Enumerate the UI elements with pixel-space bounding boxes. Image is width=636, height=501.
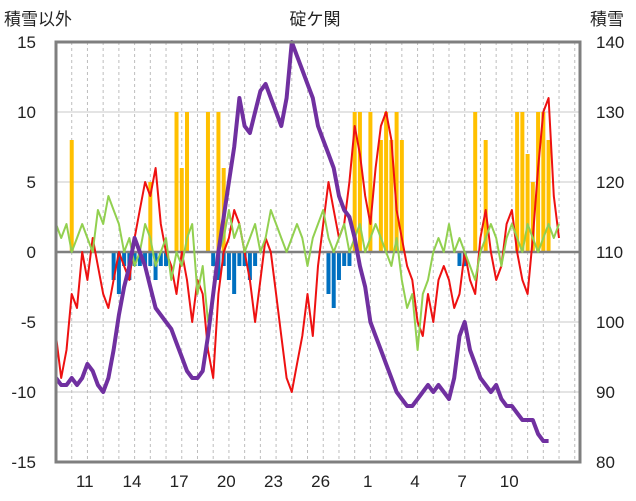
y-right-tick-label: 140 <box>596 33 624 52</box>
bar-series <box>69 112 551 308</box>
x-tick-label: 1 <box>363 472 372 491</box>
chart-title: 碇ケ関 <box>290 10 341 29</box>
orange-bar <box>541 112 546 252</box>
line-series <box>54 40 560 443</box>
orange-bar <box>352 112 357 252</box>
blue-bar <box>158 252 163 266</box>
red-series-line <box>55 97 560 393</box>
orange-bar <box>546 140 551 252</box>
y-left-tick-label: -5 <box>21 313 36 332</box>
x-tick-label: 10 <box>500 472 519 491</box>
x-tick-label: 20 <box>217 472 236 491</box>
blue-bar <box>247 252 252 280</box>
x-tick-label: 11 <box>76 472 94 491</box>
orange-bar <box>389 140 394 252</box>
x-axis-ticks: 11 14 17 20 23 26 1 4 7 10 <box>76 472 519 491</box>
purple-series-line <box>54 40 549 443</box>
blue-bar <box>226 252 231 280</box>
orange-bar <box>205 112 210 252</box>
x-tick-label: 7 <box>457 472 466 491</box>
orange-bar <box>394 112 399 252</box>
y-right-tick-label: 130 <box>596 103 624 122</box>
blue-bar <box>148 252 153 266</box>
blue-bar <box>342 252 347 266</box>
y-left-tick-label: 10 <box>17 103 36 122</box>
orange-bar <box>69 140 74 252</box>
orange-bar <box>357 112 362 252</box>
x-tick-label: 26 <box>311 472 330 491</box>
orange-bar <box>473 112 478 252</box>
blue-bar <box>132 252 137 266</box>
y-right-tick-label: 120 <box>596 173 624 192</box>
y-axis-left-ticks: 15 10 5 0 -5 -10 -15 <box>11 33 36 472</box>
orange-bar <box>174 112 179 252</box>
y-left-tick-label: 5 <box>27 173 36 192</box>
x-tick-label: 14 <box>123 472 142 491</box>
blue-bar <box>457 252 462 266</box>
orange-bar <box>378 140 383 252</box>
orange-bar <box>515 112 520 252</box>
orange-bar <box>520 112 525 252</box>
blue-bar <box>111 252 116 280</box>
orange-bar <box>536 112 541 252</box>
orange-bar <box>530 182 535 252</box>
blue-bar <box>164 252 169 266</box>
y-right-tick-label: 90 <box>596 383 615 402</box>
y-axis-right-label: 積雪 <box>590 10 624 29</box>
blue-bar <box>331 252 336 308</box>
x-tick-label: 17 <box>170 472 189 491</box>
y-right-tick-label: 100 <box>596 313 624 332</box>
blue-bar <box>232 252 237 294</box>
y-axis-right-ticks: 140 130 120 110 100 90 80 <box>596 33 624 472</box>
y-right-tick-label: 110 <box>596 243 623 262</box>
blue-bar <box>253 252 258 266</box>
orange-bar <box>399 140 404 252</box>
blue-bar <box>326 252 331 294</box>
orange-bar <box>216 112 221 252</box>
y-left-tick-label: -10 <box>11 383 36 402</box>
y-axis-left-label: 積雪以外 <box>4 10 72 29</box>
orange-bar <box>525 154 530 252</box>
orange-bar <box>483 140 488 252</box>
y-left-tick-label: -15 <box>11 453 36 472</box>
blue-bar <box>242 252 247 266</box>
blue-bar <box>143 252 148 266</box>
y-right-tick-label: 80 <box>596 453 615 472</box>
orange-bar <box>148 182 153 252</box>
orange-bar <box>384 112 389 252</box>
plot-border <box>54 40 582 464</box>
blue-bar <box>122 252 127 266</box>
orange-bar <box>179 168 184 252</box>
plot-frame <box>54 40 582 464</box>
blue-bar <box>116 252 121 294</box>
y-left-tick-label: 0 <box>27 243 36 262</box>
blue-bar <box>237 252 242 266</box>
orange-bar <box>368 112 373 252</box>
orange-bar <box>185 112 189 252</box>
x-tick-label: 23 <box>264 472 283 491</box>
blue-bar <box>137 252 142 266</box>
y-left-tick-label: 15 <box>17 33 36 52</box>
blue-bar <box>347 252 352 266</box>
x-tick-label: 4 <box>410 472 419 491</box>
blue-bar <box>211 252 216 266</box>
blue-bar <box>336 252 341 280</box>
